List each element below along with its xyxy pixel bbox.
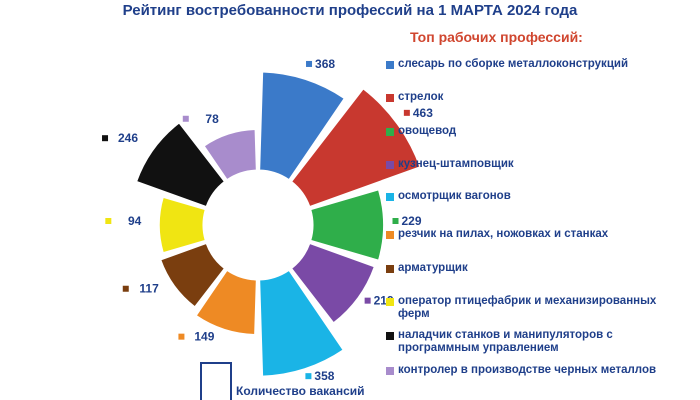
- legend-label: арматурщик: [398, 262, 468, 274]
- value-label-swatch: [105, 218, 112, 224]
- value-label-text: 368: [315, 57, 335, 71]
- value-label-text: 149: [194, 330, 214, 344]
- value-label: 358: [305, 369, 335, 383]
- value-label: 78: [182, 112, 219, 126]
- value-label: 229: [392, 214, 422, 228]
- donut-segment: [158, 196, 206, 254]
- value-label: 246: [102, 131, 138, 145]
- value-label-swatch: [122, 285, 129, 292]
- donut-segment: [259, 269, 344, 377]
- donut-segment: [203, 129, 257, 181]
- value-label-swatch: [102, 135, 109, 142]
- legend-label: резчик на пилах, ножовках и станках: [398, 228, 609, 240]
- value-label: 117: [122, 282, 159, 296]
- legend-item: арматурщик: [386, 262, 688, 275]
- legend-swatch-10: [386, 367, 394, 375]
- legend-item: кузнец-штамповщик: [386, 158, 688, 171]
- value-label-swatch: [178, 333, 185, 340]
- value-label: 94: [105, 214, 142, 228]
- value-label-text: 94: [128, 214, 142, 228]
- value-label-swatch: [364, 297, 371, 304]
- footer-bracket-left: [200, 362, 202, 400]
- value-label-text: 246: [118, 131, 138, 145]
- legend-item: осмотрщик вагонов: [386, 190, 688, 203]
- legend-label: кузнец-штамповщик: [398, 158, 514, 170]
- donut-segment: [290, 88, 421, 208]
- legend-swatch-8: [386, 298, 394, 306]
- value-label: 368: [306, 57, 335, 71]
- value-label-text: 78: [205, 112, 219, 126]
- value-label-text: 358: [314, 369, 334, 383]
- legend-label: оператор птицефабрик и механизированных …: [398, 295, 657, 320]
- value-label: 463: [403, 106, 433, 120]
- value-label-swatch: [392, 218, 399, 224]
- donut-segment: [195, 269, 257, 336]
- page-title: Рейтинг востребованности профессий на 1 …: [122, 2, 578, 19]
- legend-swatch-3: [386, 128, 394, 136]
- value-label-text: 463: [413, 106, 433, 120]
- value-label: 149: [178, 330, 215, 344]
- legend-item: резчик на пилах, ножовках и станках: [386, 228, 688, 241]
- value-label-text: 117: [139, 282, 159, 296]
- legend-swatch-2: [386, 94, 394, 102]
- legend-item: контролер в производстве черных металлов: [386, 364, 688, 377]
- value-label-swatch: [305, 373, 312, 380]
- donut-segment: [160, 242, 226, 308]
- legend-swatch-6: [386, 231, 394, 239]
- donut-segment: [290, 242, 375, 324]
- legend-item: слесарь по сборке металлоконструкций: [386, 58, 688, 71]
- legend-swatch-4: [386, 161, 394, 169]
- legend-label: овощевод: [398, 125, 457, 137]
- legend-label: контролер в производстве черных металлов: [398, 364, 657, 376]
- legend-swatch-5: [386, 193, 394, 201]
- donut-segment: [310, 189, 385, 261]
- legend-swatch-9: [386, 332, 394, 340]
- value-label-swatch: [182, 115, 189, 122]
- legend-item: стрелок: [386, 91, 688, 104]
- legend-label: слесарь по сборке металлоконструкций: [398, 58, 629, 70]
- legend-label: наладчик станков и манипуляторов с прогр…: [398, 329, 613, 354]
- footer-bracket-top: [200, 362, 230, 364]
- footer-bracket-right: [230, 362, 232, 400]
- value-label-swatch: [306, 60, 313, 67]
- legend-swatch-1: [386, 61, 394, 69]
- legend-title: Топ рабочих профессий:: [410, 29, 583, 45]
- legend-item: наладчик станков и манипуляторов с прогр…: [386, 329, 688, 355]
- donut-segment: [136, 122, 226, 208]
- legend-item: овощевод: [386, 125, 688, 138]
- donut-segment: [259, 71, 345, 181]
- legend-swatch-7: [386, 265, 394, 273]
- footer-label: Количество вакансий: [236, 384, 365, 398]
- value-label-swatch: [403, 109, 410, 116]
- legend-label: стрелок: [398, 91, 444, 103]
- legend-label: осмотрщик вагонов: [398, 190, 511, 202]
- value-label-text: 229: [402, 214, 422, 228]
- legend-item: оператор птицефабрик и механизированных …: [386, 295, 688, 321]
